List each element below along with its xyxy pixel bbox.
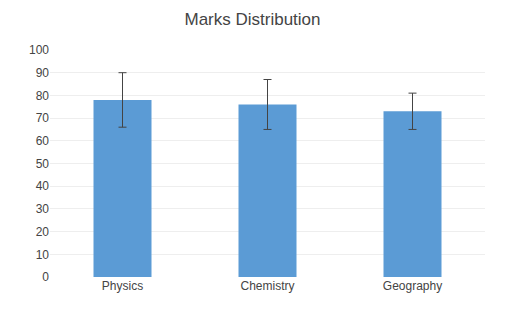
svg-text:20: 20 <box>36 225 50 239</box>
svg-text:Geography: Geography <box>383 279 442 293</box>
svg-text:Chemistry: Chemistry <box>240 279 294 293</box>
svg-text:Physics: Physics <box>102 279 143 293</box>
svg-text:70: 70 <box>36 111 50 125</box>
svg-text:30: 30 <box>36 202 50 216</box>
svg-text:40: 40 <box>36 179 50 193</box>
svg-text:Marks Distribution: Marks Distribution <box>184 10 320 29</box>
svg-text:10: 10 <box>36 248 50 262</box>
svg-text:90: 90 <box>36 66 50 80</box>
svg-text:60: 60 <box>36 134 50 148</box>
svg-text:50: 50 <box>36 157 50 171</box>
svg-text:0: 0 <box>42 270 49 284</box>
svg-text:100: 100 <box>29 43 49 57</box>
svg-text:80: 80 <box>36 89 50 103</box>
